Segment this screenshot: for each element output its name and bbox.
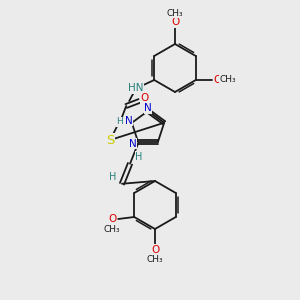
Text: H: H xyxy=(135,152,143,162)
Text: H: H xyxy=(116,117,123,126)
Text: O: O xyxy=(140,93,148,103)
Text: N: N xyxy=(144,103,152,113)
Text: O: O xyxy=(108,214,116,224)
Text: CH₃: CH₃ xyxy=(147,256,163,265)
Text: CH₃: CH₃ xyxy=(104,224,121,233)
Text: N: N xyxy=(129,139,137,149)
Text: CH₃: CH₃ xyxy=(220,76,236,85)
Text: S: S xyxy=(106,134,114,146)
Text: N: N xyxy=(125,116,133,126)
Text: HN: HN xyxy=(128,83,144,93)
Text: O: O xyxy=(151,245,159,255)
Text: N: N xyxy=(124,118,132,128)
Text: O: O xyxy=(171,17,179,27)
Text: O: O xyxy=(214,75,222,85)
Text: CH₃: CH₃ xyxy=(167,8,183,17)
Text: H: H xyxy=(109,172,117,182)
